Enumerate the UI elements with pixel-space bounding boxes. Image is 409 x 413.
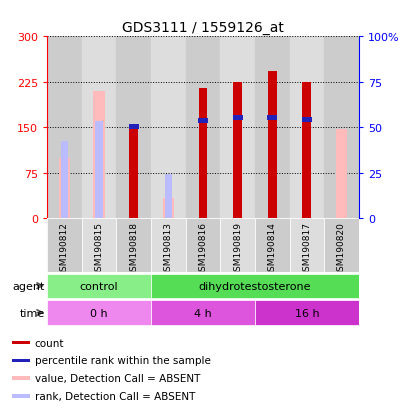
Bar (12, 359, 30, 362)
Bar (93, 92, 104, 219)
Text: 0 h: 0 h (90, 308, 108, 318)
Bar (47, 219, 81, 273)
Bar (220, 37, 254, 219)
Bar (151, 274, 358, 298)
Text: GSM190819: GSM190819 (232, 221, 241, 276)
Bar (267, 116, 276, 121)
Bar (47, 274, 151, 298)
Bar (61, 141, 68, 219)
Text: GSM190820: GSM190820 (336, 221, 345, 276)
Bar (254, 301, 358, 325)
Bar (81, 219, 116, 273)
Bar (185, 37, 220, 219)
Text: rank, Detection Call = ABSENT: rank, Detection Call = ABSENT (34, 391, 194, 401)
Text: dihydrotestosterone: dihydrotestosterone (198, 281, 310, 291)
Bar (254, 37, 289, 219)
Bar (151, 219, 185, 273)
Bar (198, 89, 207, 119)
Bar (324, 219, 358, 273)
Bar (302, 83, 310, 118)
Bar (47, 37, 81, 219)
Text: value, Detection Call = ABSENT: value, Detection Call = ABSENT (34, 373, 200, 383)
Bar (267, 72, 276, 219)
Text: agent: agent (13, 281, 45, 291)
Bar (12, 341, 30, 344)
Bar (151, 37, 185, 219)
Bar (233, 83, 241, 116)
Bar (198, 89, 207, 219)
Bar (233, 83, 241, 219)
Bar (302, 83, 310, 219)
Bar (81, 37, 116, 219)
Bar (289, 37, 324, 219)
Bar (129, 128, 138, 219)
Text: GSM190813: GSM190813 (164, 221, 173, 276)
Bar (267, 72, 276, 116)
Text: time: time (20, 308, 45, 318)
Bar (12, 394, 30, 398)
Bar (198, 119, 207, 124)
Bar (324, 37, 358, 219)
Title: GDS3111 / 1559126_at: GDS3111 / 1559126_at (122, 21, 283, 35)
Text: percentile rank within the sample: percentile rank within the sample (34, 356, 210, 366)
Text: 4 h: 4 h (193, 308, 211, 318)
Bar (164, 175, 172, 219)
Bar (47, 301, 151, 325)
Bar (232, 116, 242, 121)
Bar (95, 121, 103, 219)
Text: GSM190814: GSM190814 (267, 221, 276, 276)
Text: GSM190818: GSM190818 (129, 221, 138, 276)
Bar (59, 158, 70, 219)
Text: 16 h: 16 h (294, 308, 318, 318)
Text: count: count (34, 338, 64, 348)
Bar (151, 301, 254, 325)
Bar (162, 199, 173, 219)
Text: control: control (80, 281, 118, 291)
Text: GSM190812: GSM190812 (60, 221, 69, 276)
Bar (301, 118, 311, 123)
Bar (220, 219, 254, 273)
Bar (335, 129, 346, 219)
Text: GSM190817: GSM190817 (301, 221, 310, 276)
Bar (12, 377, 30, 380)
Bar (116, 37, 151, 219)
Bar (289, 219, 324, 273)
Bar (254, 219, 289, 273)
Text: GSM190816: GSM190816 (198, 221, 207, 276)
Bar (128, 125, 138, 130)
Text: GSM190815: GSM190815 (94, 221, 103, 276)
Bar (116, 219, 151, 273)
Bar (185, 219, 220, 273)
